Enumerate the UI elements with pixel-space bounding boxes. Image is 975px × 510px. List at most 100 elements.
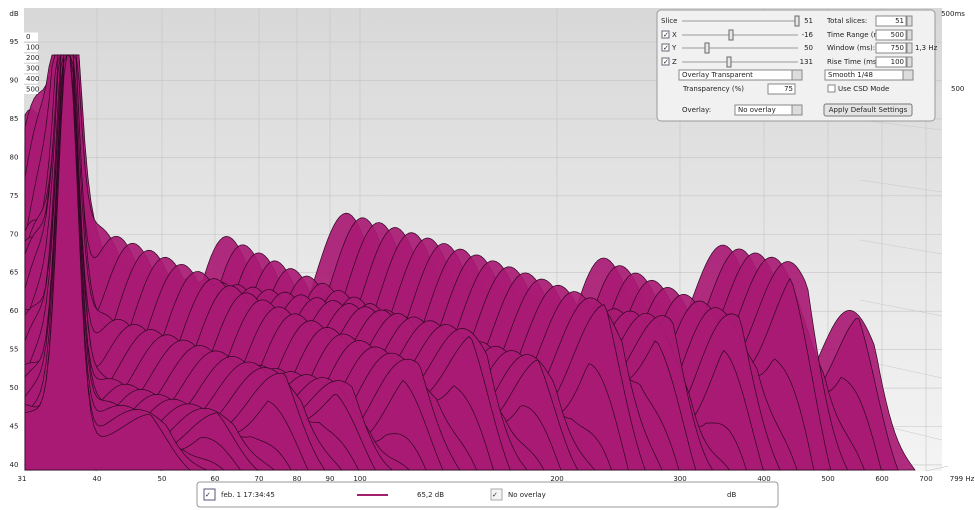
field-value: 500 [891, 31, 904, 39]
checkbox[interactable] [827, 84, 836, 93]
depth-label-bg [24, 64, 38, 73]
x-tick-label: 500 [821, 475, 834, 483]
waterfall-slice [24, 54, 191, 471]
perspective-line [859, 239, 943, 255]
y-tick-label: 45 [10, 423, 19, 431]
axis-labels: 95 90 85 80 75 70 65 60 55 50 45 40 31 40 50 60 70 80 90 10… [9, 10, 974, 483]
input-box[interactable] [875, 15, 907, 27]
depth-tick-label: 0 [26, 33, 30, 41]
checkbox[interactable] [490, 488, 503, 501]
input-box[interactable] [875, 42, 907, 54]
y-tick-label: 95 [10, 38, 19, 46]
checkbox[interactable] [661, 43, 670, 52]
field-label: Overlay: [682, 106, 711, 114]
x-tick-label: 80 [293, 475, 302, 483]
legend-bar: ✓ feb. 1 17:34:45 65,2 dB ✓ No overlay dB [196, 481, 779, 508]
y-tick-label: 60 [10, 307, 19, 315]
measurement-name: feb. 1 17:34:45 [221, 491, 275, 499]
x-tick-label: 90 [326, 475, 335, 483]
y-tick-label: 55 [10, 346, 19, 354]
depth-label-bg [24, 85, 38, 94]
dropdown-value: No overlay [738, 106, 776, 114]
x-tick-label: 40 [93, 475, 102, 483]
overlay-unit: dB [727, 491, 736, 499]
x-tick-label: 799 Hz [950, 475, 975, 483]
slider-thumb[interactable] [726, 56, 732, 68]
spinner[interactable] [906, 29, 913, 41]
spinner[interactable] [906, 15, 913, 27]
checkbox[interactable] [661, 30, 670, 39]
depth-tick-label: 200 [26, 54, 39, 62]
check-mark: ✓ [663, 58, 669, 66]
slider-label: X [672, 31, 677, 39]
x-tick-label: 200 [550, 475, 563, 483]
depth-tick-label: 300 [26, 65, 39, 73]
depth-tick-label: 100 [26, 44, 39, 52]
slider-thumb[interactable] [794, 15, 800, 27]
input-box[interactable] [767, 83, 796, 95]
dropdown-value: Smooth 1/48 [828, 71, 873, 79]
slider-thumb[interactable] [728, 29, 734, 41]
checkbox[interactable] [661, 57, 670, 66]
field-label: Rise Time (ms): [827, 58, 882, 66]
field-label: Window (ms): [827, 44, 875, 52]
time-range-label: 500ms [941, 10, 965, 18]
field-label: Time Range (ms): [826, 31, 889, 39]
depth-label-bg [24, 43, 38, 52]
y-tick-label: 85 [10, 115, 19, 123]
checkbox[interactable] [203, 488, 216, 501]
y-tick-label: 65 [10, 269, 19, 277]
depth-label-bg [24, 32, 38, 42]
slider-label: Z [672, 58, 677, 66]
depth-label-bg [24, 74, 38, 84]
grid-line-depth [925, 465, 949, 472]
check-mark: ✓ [492, 491, 498, 499]
slider-value: 51 [804, 17, 813, 25]
x-tick-label: 100 [353, 475, 366, 483]
overlay-name: No overlay [508, 491, 546, 499]
y-tick-label: 75 [10, 192, 19, 200]
spinner[interactable] [906, 42, 913, 54]
spinner[interactable] [906, 56, 913, 68]
y-tick-label: 80 [10, 153, 19, 161]
dropdown-value: Overlay Transparent [682, 71, 753, 79]
check-mark: ✓ [205, 491, 211, 499]
y-tick-label: 50 [10, 384, 19, 392]
depth-label-bg [24, 53, 38, 63]
depth-tick-label: 500 [26, 86, 39, 94]
field-value: 75 [784, 85, 793, 93]
y-unit: dB [9, 10, 18, 18]
slider-thumb[interactable] [704, 42, 710, 54]
dropdown-arrow[interactable] [902, 69, 914, 81]
button[interactable] [823, 103, 913, 117]
dropdown-arrow[interactable] [791, 69, 803, 81]
checkbox-label: Use CSD Mode [838, 85, 889, 93]
y-tick-label: 90 [10, 76, 19, 84]
input-box[interactable] [875, 29, 907, 41]
slider-label: Y [671, 44, 677, 52]
slider-label: Slice [661, 17, 678, 25]
y-tick-label: 40 [10, 461, 19, 469]
field-value: 750 [891, 44, 904, 52]
y-tick-label: 70 [10, 230, 19, 238]
waterfall-surface [24, 54, 916, 471]
x-tick-label: 60 [211, 475, 220, 483]
perspective-line [859, 299, 943, 317]
x-tick-label: 300 [673, 475, 686, 483]
button-label: Apply Default Settings [829, 106, 908, 114]
perspective-line [859, 179, 943, 193]
perspective-line [859, 119, 943, 131]
field-value: 100 [891, 58, 904, 66]
field-label: Transparency (%) [682, 85, 744, 93]
dropdown-arrow[interactable] [791, 104, 803, 116]
check-mark: ✓ [663, 31, 669, 39]
x-tick-label: 700 [919, 475, 932, 483]
input-box[interactable] [875, 56, 907, 68]
x-tick-label: 400 [757, 475, 770, 483]
level: 65,2 dB [417, 491, 444, 499]
legend-box [196, 481, 779, 508]
depth-end-label: 500 [951, 85, 964, 93]
slider-value: 50 [804, 44, 813, 52]
x-tick-label: 50 [158, 475, 167, 483]
